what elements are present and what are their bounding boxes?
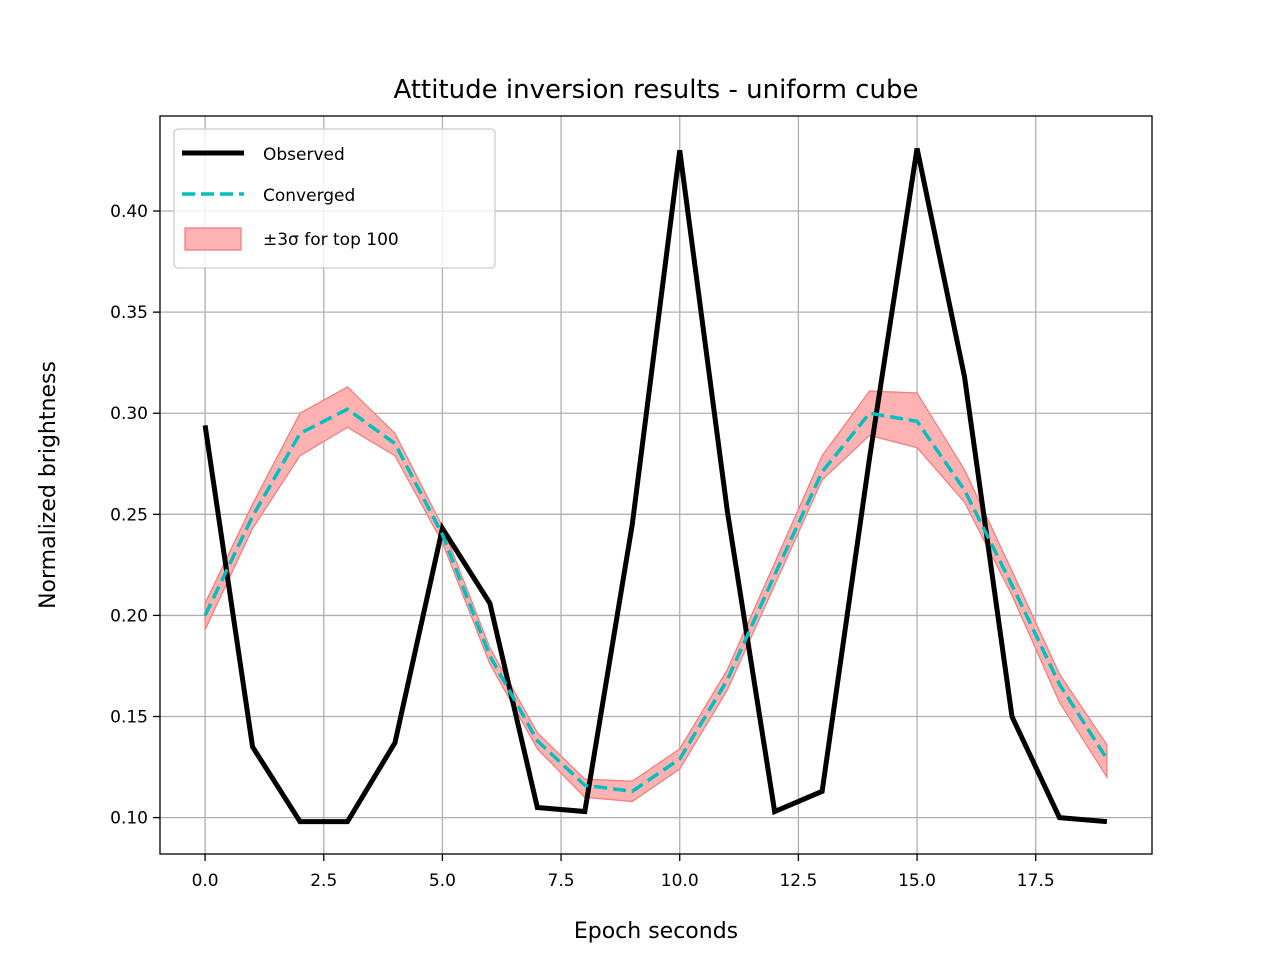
- series-line-converged: [203, 407, 1109, 794]
- band-area: [204, 386, 1108, 803]
- grid-lines: [160, 116, 1152, 854]
- y-axis-label: Normalized brightness: [36, 361, 61, 609]
- x-tick-label: 15.0: [898, 871, 936, 891]
- chart-title: Attitude inversion results - uniform cub…: [394, 75, 919, 105]
- y-tick-label: 0.15: [110, 708, 148, 728]
- y-tick-label: 0.25: [110, 505, 148, 525]
- x-tick-label: 10.0: [661, 871, 699, 891]
- y-tick-label: 0.30: [110, 404, 148, 424]
- series-layer: [202, 147, 1109, 825]
- band-layer: [204, 386, 1108, 803]
- x-tick-label: 2.5: [310, 871, 337, 891]
- series-line-observed: [202, 147, 1108, 825]
- y-axis: 0.10 0.15 0.20 0.25 0.30 0.35 0.40: [110, 202, 160, 829]
- y-tick-label: 0.10: [110, 809, 148, 829]
- x-tick-label: 17.5: [1017, 871, 1055, 891]
- legend-label-observed: Observed: [263, 145, 345, 165]
- x-axis: 0.0 2.5 5.0 7.5 10.0 12.5 15.0 17.5: [192, 854, 1055, 891]
- x-tick-label: 7.5: [548, 871, 575, 891]
- y-tick-label: 0.20: [110, 606, 148, 626]
- y-tick-label: 0.35: [110, 303, 148, 323]
- legend-label-band: ±3σ for top 100: [263, 230, 399, 250]
- legend: Observed Converged ±3σ for top 100: [173, 128, 496, 269]
- x-tick-label: 5.0: [429, 871, 456, 891]
- legend-box: [173, 128, 496, 269]
- x-axis-label: Epoch seconds: [574, 919, 738, 944]
- y-tick-label: 0.40: [110, 202, 148, 222]
- plot-frame: [159, 115, 1153, 855]
- x-tick-label: 12.5: [779, 871, 817, 891]
- legend-swatch-band: [184, 227, 242, 251]
- x-tick-label: 0.0: [192, 871, 219, 891]
- legend-label-converged: Converged: [263, 186, 355, 206]
